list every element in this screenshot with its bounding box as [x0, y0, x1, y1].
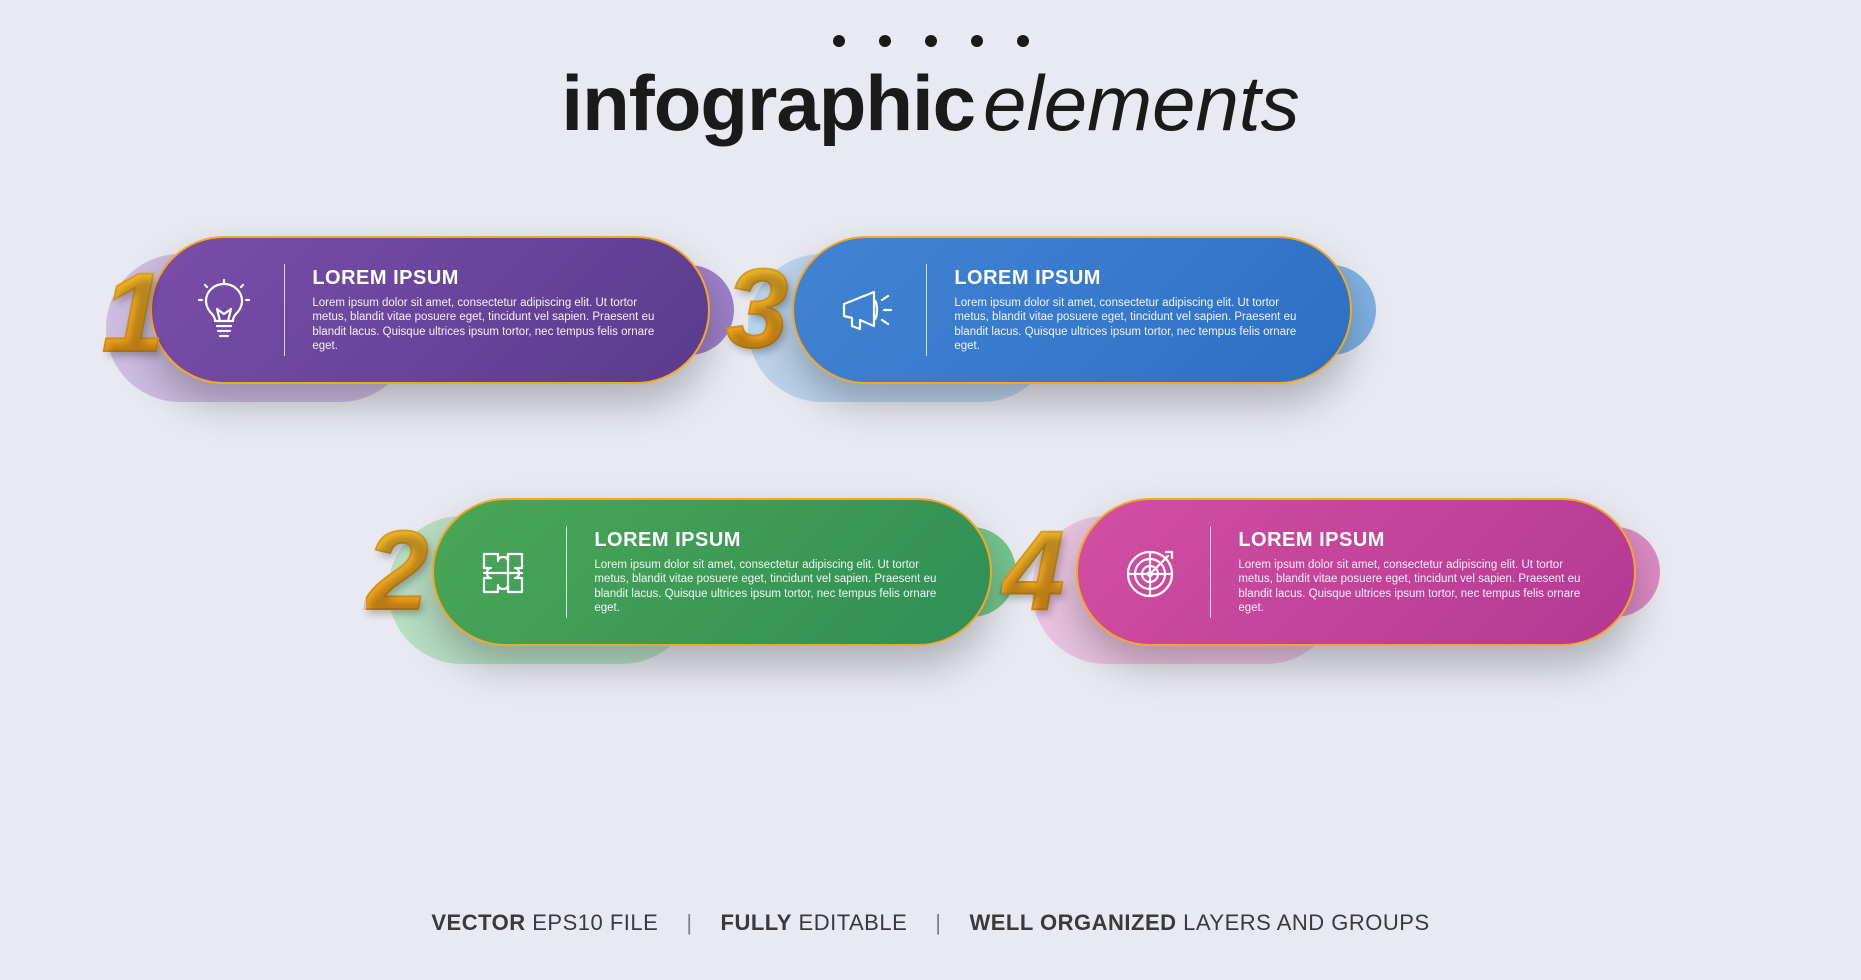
pill-label: LOREM IPSUM [1238, 529, 1592, 552]
pill-text: LOREM IPSUM Lorem ipsum dolor sit amet, c… [312, 267, 666, 354]
pill-text: LOREM IPSUM Lorem ipsum dolor sit amet, c… [954, 267, 1308, 354]
megaphone-icon [834, 278, 898, 342]
header-dots [833, 35, 1029, 47]
pill-body-text: Lorem ipsum dolor sit amet, consectetur … [594, 558, 948, 616]
target-icon [1118, 540, 1182, 604]
footer-bold: FULLY [721, 910, 792, 935]
pill-text: LOREM IPSUM Lorem ipsum dolor sit amet, c… [1238, 529, 1592, 616]
footer-light: EDITABLE [792, 910, 907, 935]
footer: VECTOR EPS10 FILE | FULLY EDITABLE | WELL OR… [0, 910, 1861, 936]
dot [833, 35, 845, 47]
dot [971, 35, 983, 47]
footer-separator: | [935, 910, 941, 935]
pill-number: 1 [102, 248, 164, 377]
footer-separator: | [686, 910, 692, 935]
title-light: elements [983, 59, 1300, 147]
footer-light: LAYERS AND GROUPS [1177, 910, 1430, 935]
canvas: infographicelements 1 LOREM IPSUM Lorem ip… [0, 0, 1861, 980]
pill-number: 2 [366, 506, 428, 635]
puzzle-icon [474, 540, 538, 604]
pill-body: LOREM IPSUM Lorem ipsum dolor sit amet, c… [792, 236, 1352, 384]
page-title: infographicelements [0, 58, 1861, 149]
pill-3: LOREM IPSUM Lorem ipsum dolor sit amet, c… [792, 236, 1352, 384]
pill-body: LOREM IPSUM Lorem ipsum dolor sit amet, c… [1076, 498, 1636, 646]
pill-number: 4 [1002, 506, 1064, 635]
title-bold: infographic [561, 59, 975, 147]
footer-bold: WELL ORGANIZED [969, 910, 1176, 935]
pill-text: LOREM IPSUM Lorem ipsum dolor sit amet, c… [594, 529, 948, 616]
dot [925, 35, 937, 47]
pill-label: LOREM IPSUM [594, 529, 948, 552]
pill-4: LOREM IPSUM Lorem ipsum dolor sit amet, c… [1076, 498, 1636, 646]
pill-body: LOREM IPSUM Lorem ipsum dolor sit amet, c… [150, 236, 710, 384]
pill-label: LOREM IPSUM [312, 267, 666, 290]
dot [879, 35, 891, 47]
dot [1017, 35, 1029, 47]
lightbulb-icon [192, 278, 256, 342]
pill-body: LOREM IPSUM Lorem ipsum dolor sit amet, c… [432, 498, 992, 646]
pill-1: LOREM IPSUM Lorem ipsum dolor sit amet, c… [150, 236, 710, 384]
pill-2: LOREM IPSUM Lorem ipsum dolor sit amet, c… [432, 498, 992, 646]
pill-number: 3 [726, 244, 788, 373]
footer-light: EPS10 FILE [526, 910, 659, 935]
pill-body-text: Lorem ipsum dolor sit amet, consectetur … [312, 296, 666, 354]
footer-bold: VECTOR [431, 910, 525, 935]
pill-body-text: Lorem ipsum dolor sit amet, consectetur … [1238, 558, 1592, 616]
pill-body-text: Lorem ipsum dolor sit amet, consectetur … [954, 296, 1308, 354]
pill-label: LOREM IPSUM [954, 267, 1308, 290]
